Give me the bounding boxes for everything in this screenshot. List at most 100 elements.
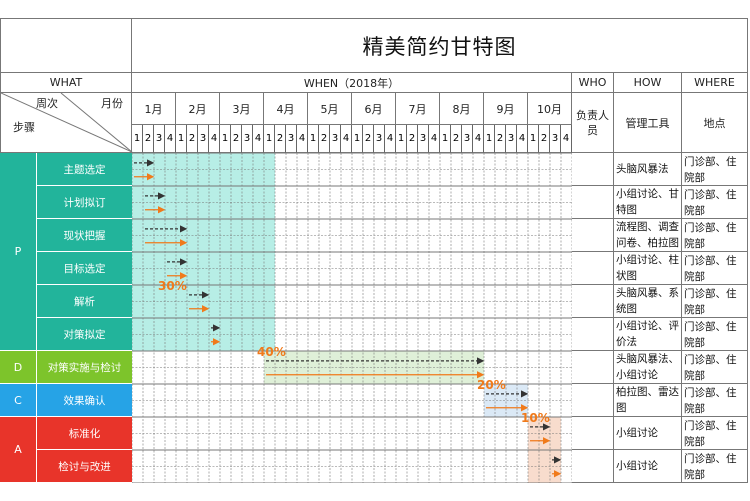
diagonal-lines	[1, 93, 133, 153]
week-header: 2	[407, 125, 418, 153]
week-header: 3	[286, 125, 297, 153]
week-header: 2	[319, 125, 330, 153]
gantt-grid	[132, 153, 572, 483]
progress-percent: 40%	[257, 345, 286, 359]
week-header: 2	[363, 125, 374, 153]
how-header: HOW	[614, 73, 682, 93]
week-header: 4	[341, 125, 352, 153]
tool-cell: 头脑风暴、系统图	[614, 285, 682, 318]
week-header: 2	[187, 125, 198, 153]
owner-cell	[572, 384, 614, 417]
where-header: WHERE	[682, 73, 748, 93]
owner-cell	[572, 318, 614, 351]
week-header: 4	[253, 125, 264, 153]
place-cell: 门诊部、住院部	[682, 153, 748, 186]
place-cell: 门诊部、住院部	[682, 252, 748, 285]
week-header: 2	[275, 125, 286, 153]
week-header: 1	[132, 125, 143, 153]
step-name: 标准化	[36, 417, 132, 450]
month-header: 2月	[176, 93, 220, 125]
step-name: 主题选定	[36, 153, 132, 186]
step-name: 效果确认	[36, 384, 132, 417]
week-header: 1	[484, 125, 495, 153]
week-header: 3	[462, 125, 473, 153]
week-header: 4	[561, 125, 572, 153]
owner-cell	[572, 186, 614, 219]
month-header: 8月	[440, 93, 484, 125]
place-cell: 门诊部、住院部	[682, 186, 748, 219]
place-cell: 门诊部、住院部	[682, 417, 748, 450]
month-header: 9月	[484, 93, 528, 125]
week-header: 2	[451, 125, 462, 153]
place-cell: 门诊部、住院部	[682, 351, 748, 384]
phase-label: P	[0, 153, 36, 351]
step-name: 检讨与改进	[36, 450, 132, 483]
tool-cell: 头脑风暴法、小组讨论	[614, 351, 682, 384]
step-name: 目标选定	[36, 252, 132, 285]
place-header: 地点	[682, 93, 748, 153]
tool-cell: 柏拉图、雷达图	[614, 384, 682, 417]
place-cell: 门诊部、住院部	[682, 450, 748, 483]
week-header: 2	[143, 125, 154, 153]
owner-cell	[572, 417, 614, 450]
week-header: 1	[528, 125, 539, 153]
place-cell: 门诊部、住院部	[682, 384, 748, 417]
week-header: 2	[495, 125, 506, 153]
what-header: WHAT	[0, 73, 132, 93]
tool-cell: 小组讨论、评价法	[614, 318, 682, 351]
owner-cell	[572, 285, 614, 318]
step-name: 解析	[36, 285, 132, 318]
owner-cell	[572, 219, 614, 252]
step-name: 对策实施与检讨	[36, 351, 132, 384]
step-name: 现状把握	[36, 219, 132, 252]
week-header: 1	[396, 125, 407, 153]
week-header: 3	[506, 125, 517, 153]
week-header: 3	[418, 125, 429, 153]
step-name: 计划拟订	[36, 186, 132, 219]
week-header: 3	[330, 125, 341, 153]
week-label: 周次	[36, 97, 58, 110]
week-header: 1	[440, 125, 451, 153]
week-header: 4	[473, 125, 484, 153]
owner-cell	[572, 351, 614, 384]
title-left-blank	[0, 18, 132, 73]
tool-header: 管理工具	[614, 93, 682, 153]
week-header: 2	[539, 125, 550, 153]
month-header: 1月	[132, 93, 176, 125]
month-header: 6月	[352, 93, 396, 125]
month-header: 5月	[308, 93, 352, 125]
week-header: 3	[550, 125, 561, 153]
progress-percent: 30%	[158, 279, 187, 293]
week-header: 1	[352, 125, 363, 153]
progress-percent: 20%	[477, 378, 506, 392]
month-header: 10月	[528, 93, 572, 125]
place-cell: 门诊部、住院部	[682, 285, 748, 318]
when-header: WHEN（2018年）	[132, 73, 572, 93]
tool-cell: 流程图、调查问卷、柏拉图	[614, 219, 682, 252]
tool-cell: 小组讨论、甘特图	[614, 186, 682, 219]
tool-cell: 头脑风暴法	[614, 153, 682, 186]
week-header: 3	[198, 125, 209, 153]
phase-label: D	[0, 351, 36, 384]
week-header: 3	[242, 125, 253, 153]
week-header: 1	[264, 125, 275, 153]
month-header: 7月	[396, 93, 440, 125]
week-header: 4	[165, 125, 176, 153]
progress-percent: 10%	[521, 411, 550, 425]
week-header: 4	[385, 125, 396, 153]
week-header: 4	[429, 125, 440, 153]
place-cell: 门诊部、住院部	[682, 219, 748, 252]
phase-label: A	[0, 417, 36, 483]
week-header: 1	[308, 125, 319, 153]
week-header: 1	[176, 125, 187, 153]
month-label: 月份	[101, 97, 123, 110]
owner-cell	[572, 252, 614, 285]
week-header: 4	[517, 125, 528, 153]
tool-cell: 小组讨论	[614, 417, 682, 450]
week-header: 1	[220, 125, 231, 153]
tool-cell: 小组讨论、柱状图	[614, 252, 682, 285]
week-header: 3	[374, 125, 385, 153]
week-header: 4	[297, 125, 308, 153]
month-header: 4月	[264, 93, 308, 125]
